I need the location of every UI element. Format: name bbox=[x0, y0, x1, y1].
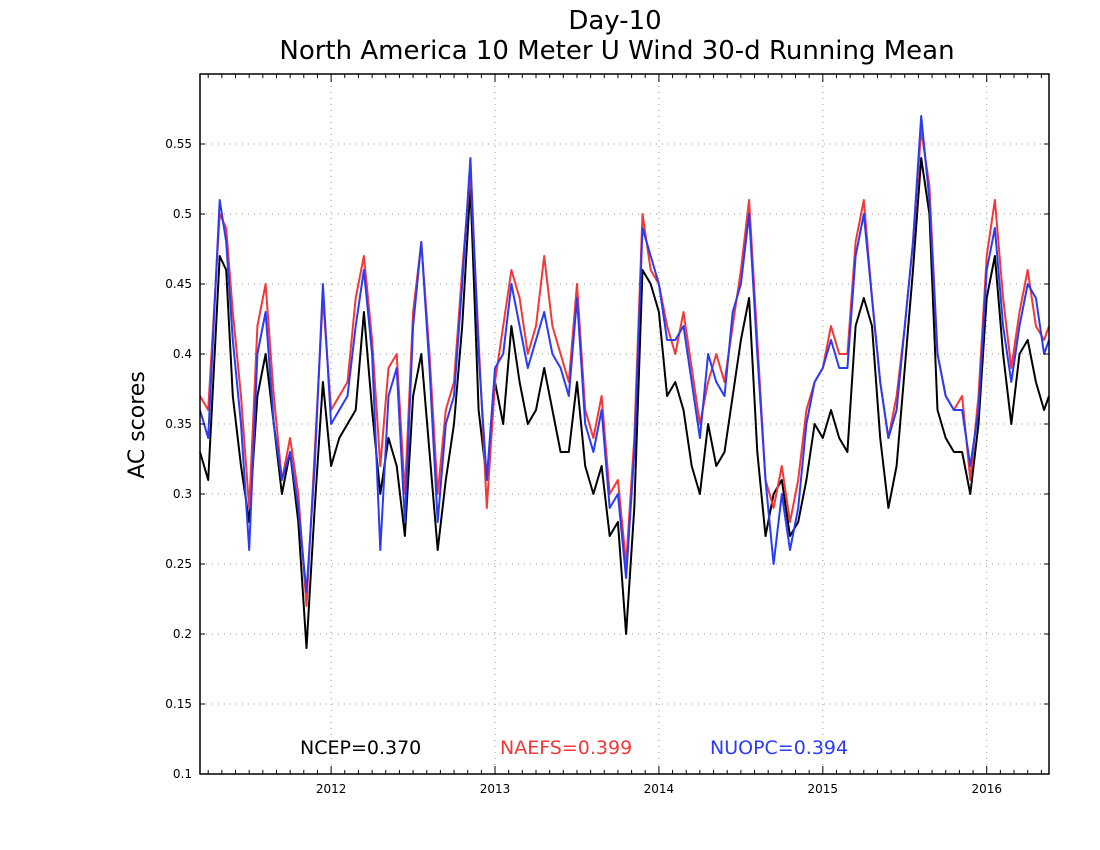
y-tick-label: 0.5 bbox=[173, 207, 192, 221]
y-tick-label: 0.3 bbox=[173, 487, 192, 501]
y-tick-label: 0.45 bbox=[165, 277, 192, 291]
y-axis: 0.1 0.15 0.2 0.25 0.3 0.35 0.4 0.45 0.5 0.55 bbox=[165, 137, 1049, 781]
y-axis-label: AC scores bbox=[125, 371, 150, 479]
y-tick-label: 0.15 bbox=[165, 697, 192, 711]
series-lines bbox=[199, 115, 1050, 649]
y-tick-label: 0.25 bbox=[165, 557, 192, 571]
x-tick-label: 2015 bbox=[808, 782, 839, 796]
series-line-nuopc bbox=[199, 115, 1050, 593]
y-tick-label: 0.4 bbox=[173, 347, 192, 361]
legend-item: NCEP=0.370 bbox=[300, 737, 421, 759]
y-tick-label: 0.1 bbox=[173, 767, 192, 781]
x-tick-label: 2012 bbox=[316, 782, 347, 796]
legend: NCEP=0.370 NAEFS=0.399 NUOPC=0.394 bbox=[300, 737, 848, 759]
x-tick-label: 2016 bbox=[971, 782, 1002, 796]
legend-item: NAEFS=0.399 bbox=[500, 737, 632, 759]
y-tick-label: 0.35 bbox=[165, 417, 192, 431]
x-tick-label: 2014 bbox=[644, 782, 675, 796]
y-tick-label: 0.55 bbox=[165, 137, 192, 151]
chart-title: Day-10 bbox=[568, 6, 661, 36]
chart-subtitle: North America 10 Meter U Wind 30-d Runni… bbox=[279, 36, 954, 66]
y-tick-label: 0.2 bbox=[173, 627, 192, 641]
legend-item: NUOPC=0.394 bbox=[710, 737, 848, 759]
x-tick-label: 2013 bbox=[480, 782, 511, 796]
series-line-ncep bbox=[199, 157, 1050, 649]
x-axis: 2012 2013 2014 2015 2016 bbox=[207, 74, 1042, 796]
